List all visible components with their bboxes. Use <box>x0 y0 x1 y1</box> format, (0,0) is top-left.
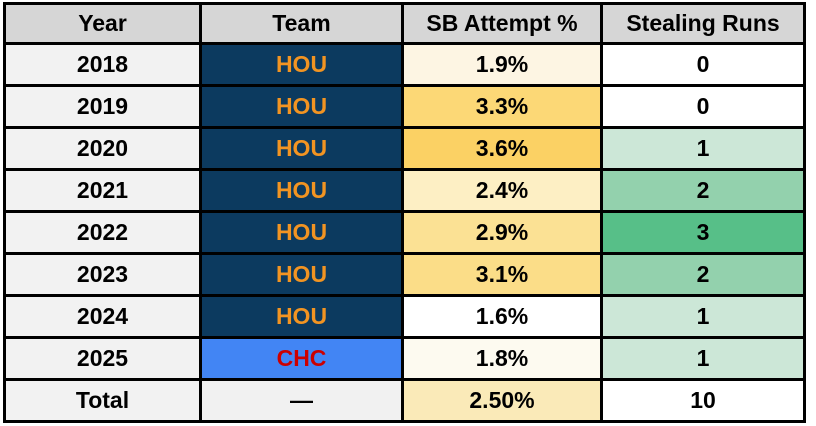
team-cell: HOU <box>199 294 404 339</box>
stats-table: Year Team SB Attempt % Stealing Runs 2018 HO… <box>3 2 806 423</box>
column-header-sb-attempt: SB Attempt % <box>401 2 603 45</box>
sb-attempt-cell: 3.3% <box>401 84 603 129</box>
year-cell: 2020 <box>3 126 202 171</box>
year-cell: 2022 <box>3 210 202 255</box>
stealing-runs-cell: 1 <box>600 294 806 339</box>
sb-attempt-cell: 3.6% <box>401 126 603 171</box>
column-header-team: Team <box>199 2 404 45</box>
sb-attempt-cell: 2.4% <box>401 168 603 213</box>
sb-attempt-cell: 1.6% <box>401 294 603 339</box>
stealing-runs-cell: 2 <box>600 168 806 213</box>
stealing-runs-cell: 3 <box>600 210 806 255</box>
year-cell: 2023 <box>3 252 202 297</box>
year-cell: 2021 <box>3 168 202 213</box>
table-row: 2025 CHC 1.8% 1 <box>3 336 806 381</box>
header-row: Year Team SB Attempt % Stealing Runs <box>3 2 806 45</box>
year-cell: 2019 <box>3 84 202 129</box>
team-cell: CHC <box>199 336 404 381</box>
table-row: 2018 HOU 1.9% 0 <box>3 42 806 87</box>
column-header-year: Year <box>3 2 202 45</box>
team-cell: HOU <box>199 210 404 255</box>
team-cell: HOU <box>199 84 404 129</box>
stealing-runs-cell: 1 <box>600 336 806 381</box>
total-row: Total —2.50% 10 <box>3 378 806 423</box>
team-cell: — <box>199 378 404 423</box>
table-body: 2018 HOU 1.9% 0 2019 HOU 3.3% 0 2020 HOU 3.6% 1 2021… <box>3 42 806 423</box>
team-cell: HOU <box>199 42 404 87</box>
sb-attempt-cell: 2.9% <box>401 210 603 255</box>
sb-attempt-cell: 2.50% <box>401 378 603 423</box>
table-row: 2024 HOU 1.6% 1 <box>3 294 806 339</box>
table-row: 2021 HOU 2.4% 2 <box>3 168 806 213</box>
table-row: 2022 HOU 2.9% 3 <box>3 210 806 255</box>
table-row: 2023 HOU 3.1% 2 <box>3 252 806 297</box>
stealing-runs-cell: 2 <box>600 252 806 297</box>
sb-attempt-cell: 1.8% <box>401 336 603 381</box>
stealing-runs-cell: 1 <box>600 126 806 171</box>
table-row: 2020 HOU 3.6% 1 <box>3 126 806 171</box>
team-cell: HOU <box>199 252 404 297</box>
year-cell: 2024 <box>3 294 202 339</box>
sb-attempt-cell: 1.9% <box>401 42 603 87</box>
team-cell: HOU <box>199 168 404 213</box>
column-header-stealing-runs: Stealing Runs <box>600 2 806 45</box>
team-cell: HOU <box>199 126 404 171</box>
table-row: 2019 HOU 3.3% 0 <box>3 84 806 129</box>
year-cell: 2018 <box>3 42 202 87</box>
year-cell: Total <box>3 378 202 423</box>
stealing-runs-cell: 0 <box>600 42 806 87</box>
stealing-runs-cell: 0 <box>600 84 806 129</box>
stealing-runs-cell: 10 <box>600 378 806 423</box>
sb-attempt-cell: 3.1% <box>401 252 603 297</box>
year-cell: 2025 <box>3 336 202 381</box>
